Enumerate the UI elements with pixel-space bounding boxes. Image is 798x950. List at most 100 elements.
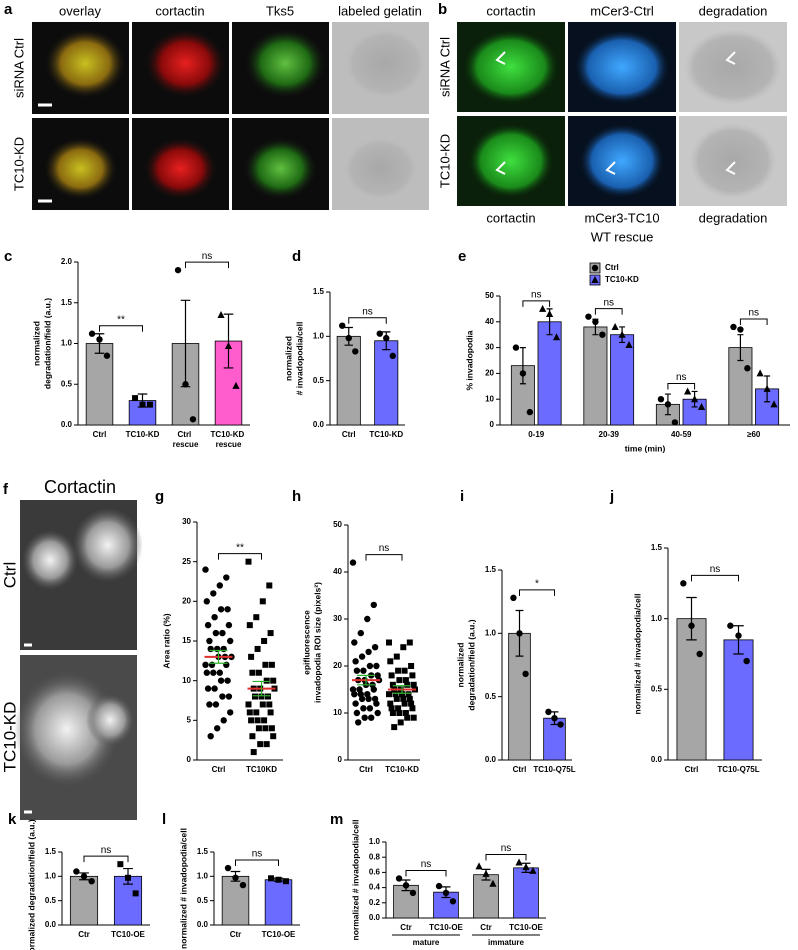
data-point: [557, 721, 564, 728]
column-header: labeled gelatin: [338, 3, 422, 18]
data-point: [254, 717, 261, 724]
row-label: TC10-KD: [0, 702, 19, 773]
data-point: [406, 695, 413, 702]
data-point: [405, 691, 412, 698]
x-tick-label: 20-39: [599, 430, 620, 439]
data-point: [402, 677, 409, 684]
cell: [578, 123, 666, 199]
y-tick-label: 25: [182, 557, 191, 566]
y-tick-label: 1.5: [485, 565, 497, 574]
data-point: [510, 594, 517, 602]
cell: [684, 29, 782, 105]
data-point: [96, 336, 103, 343]
y-tick-label: 0.0: [313, 420, 325, 429]
data-point: [489, 879, 497, 887]
data-point: [217, 606, 225, 613]
row-label: siRNA Ctrl: [437, 37, 452, 97]
bar: [676, 618, 707, 761]
y-tick-label: 40: [485, 317, 494, 326]
data-point: [370, 686, 377, 693]
data-point: [88, 330, 96, 337]
y-axis-label: normalized # invadopodia/cell: [178, 828, 188, 949]
data-point: [254, 645, 261, 652]
data-point: [410, 714, 417, 721]
data-point: [352, 658, 359, 665]
data-point: [387, 700, 394, 707]
significance-label: ns: [710, 564, 721, 575]
significance-label: ns: [202, 251, 213, 262]
y-tick-label: 0.5: [197, 896, 209, 905]
data-point: [611, 322, 619, 330]
data-point: [232, 381, 240, 389]
data-point: [386, 639, 392, 646]
data-point: [688, 622, 695, 629]
data-point: [211, 614, 218, 621]
data-point: [266, 582, 273, 589]
data-point: [357, 629, 364, 637]
arrowhead: [495, 51, 506, 65]
cell: [344, 28, 427, 99]
data-point: [207, 733, 214, 740]
data-point: [202, 661, 209, 668]
legend-label: TC10-KD: [605, 275, 639, 284]
significance-label: ns: [101, 845, 112, 856]
data-point: [401, 700, 408, 707]
data-point: [358, 695, 366, 703]
y-tick-label: 30: [333, 614, 342, 623]
error-bar: [686, 596, 697, 641]
data-point: [512, 344, 520, 351]
data-point: [391, 724, 398, 731]
data-point: [373, 700, 380, 707]
y-axis-label: normalized: [455, 643, 465, 688]
data-point: [395, 705, 402, 712]
cell: [143, 137, 218, 200]
data-point: [204, 621, 212, 629]
significance-bracket: [405, 869, 447, 877]
panel-title: Cortactin: [44, 477, 116, 497]
data-point: [139, 401, 146, 408]
x-tick-label: Ctrl: [212, 765, 226, 774]
data-point: [208, 661, 216, 668]
bar: [610, 334, 635, 426]
data-point: [225, 621, 233, 629]
data-point: [210, 590, 217, 597]
data-point: [351, 691, 358, 698]
data-point: [690, 395, 699, 403]
significance-label: ns: [748, 308, 759, 319]
y-tick-label: 0.8: [369, 852, 381, 861]
group-label: immature: [488, 938, 525, 947]
column-header: Tks5: [266, 3, 294, 18]
data-point: [516, 630, 523, 637]
cell: [86, 694, 134, 746]
data-point: [401, 667, 408, 674]
data-point: [219, 693, 226, 700]
column-header: mCer3-TC10: [584, 210, 659, 225]
data-point: [146, 401, 153, 408]
x-tick-label: 0-19: [528, 430, 545, 439]
data-point: [522, 670, 529, 678]
data-point: [400, 644, 407, 651]
panel-letter: m: [330, 811, 343, 828]
y-tick-label: 0.4: [369, 883, 381, 892]
data-point: [386, 691, 392, 698]
y-axis-label: normalized: [283, 336, 293, 381]
x-tick-label: Ctrl: [513, 765, 527, 774]
panel-letter: h: [292, 488, 301, 505]
cell: [467, 123, 555, 199]
panel-letter: l: [162, 811, 166, 828]
data-point: [132, 395, 139, 402]
y-tick-label: 5: [187, 715, 192, 724]
y-axis-label: normalized degradation/field (a.u.): [26, 819, 36, 950]
data-point: [735, 632, 742, 639]
data-point: [250, 749, 257, 756]
x-tick-label: TC10-OE: [509, 923, 543, 932]
cell: [689, 123, 777, 199]
y-tick-label: 50: [485, 291, 494, 300]
data-point: [404, 681, 411, 688]
x-tick-label: TC10-Q75L: [717, 765, 759, 774]
x-tick-label: TC10-KD: [126, 430, 160, 439]
panel-letter: f: [3, 481, 9, 498]
data-point: [519, 370, 527, 377]
significance-label: ns: [603, 297, 614, 308]
data-point: [214, 645, 221, 653]
